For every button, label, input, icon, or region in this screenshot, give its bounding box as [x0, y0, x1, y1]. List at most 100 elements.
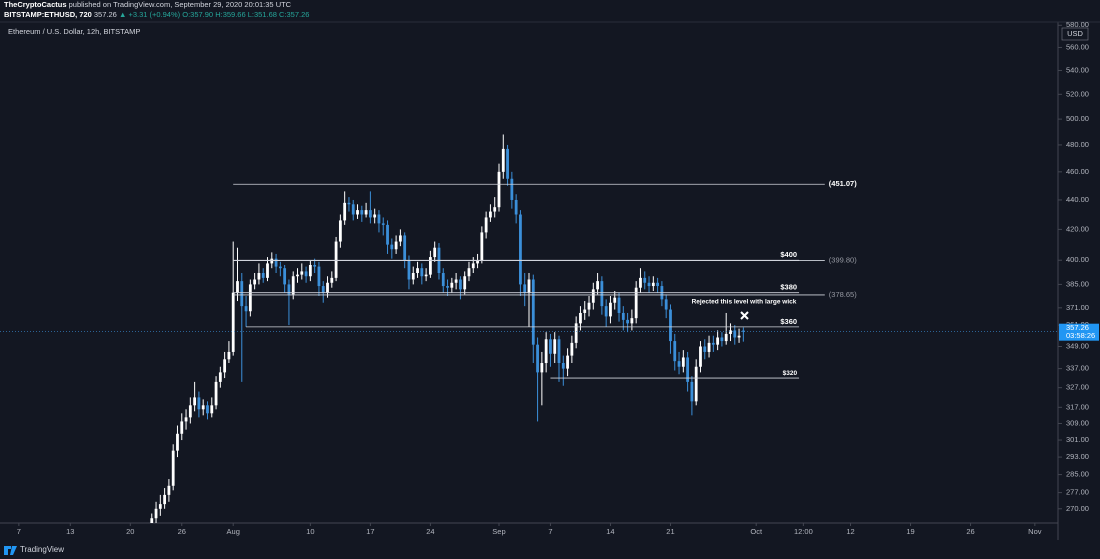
- candle-body: [686, 357, 690, 382]
- candle-body: [244, 306, 248, 312]
- candle-body: [497, 171, 501, 208]
- x-tick-label: 12: [846, 527, 854, 536]
- y-tick-label: 349.00: [1066, 341, 1089, 350]
- published: published on TradingView.com, September …: [67, 0, 292, 9]
- candle-body: [609, 302, 612, 317]
- candle-body: [480, 232, 484, 261]
- y-tick-label: 500.00: [1066, 114, 1089, 123]
- candle-body: [454, 279, 458, 283]
- candle-body: [223, 359, 227, 373]
- candle-body: [733, 330, 737, 338]
- candle-body: [741, 330, 745, 332]
- candle-body: [643, 277, 647, 283]
- candle-body: [471, 263, 475, 269]
- candle-body: [411, 273, 415, 280]
- candle-body: [441, 273, 445, 287]
- candle-body: [351, 204, 355, 215]
- candle-body: [416, 268, 419, 274]
- candle-body: [266, 263, 269, 278]
- candle-body: [304, 271, 308, 277]
- y-tick-label: 460.00: [1066, 167, 1089, 176]
- y-tick-label: 371.00: [1066, 303, 1089, 312]
- candle-body: [171, 450, 175, 486]
- candle-body: [467, 268, 471, 277]
- candle-body: [206, 405, 209, 414]
- candle-body: [720, 337, 724, 342]
- candle-body: [677, 361, 681, 367]
- candle-body: [278, 266, 282, 269]
- x-tick-label: 19: [906, 527, 914, 536]
- candle-body: [476, 260, 479, 264]
- x-tick-label: 20: [126, 527, 134, 536]
- candle-body: [390, 244, 394, 250]
- candle-body: [681, 357, 685, 367]
- candle-body: [214, 381, 218, 406]
- candle-body: [600, 281, 604, 307]
- candle-body: [300, 271, 304, 275]
- y-tick-label: 285.00: [1066, 470, 1089, 479]
- y-tick-label: 540.00: [1066, 65, 1089, 74]
- candle-body: [570, 342, 574, 356]
- x-tick-label: 26: [966, 527, 974, 536]
- x-tick-label: Oct: [750, 527, 763, 536]
- candle-body: [326, 282, 329, 293]
- candle-body: [291, 276, 295, 295]
- candle-body: [651, 282, 655, 287]
- candle-body: [463, 276, 467, 290]
- level-label: (378.65): [829, 290, 857, 299]
- y-tick-label: 580.00: [1066, 20, 1089, 29]
- x-tick-label: 10: [306, 527, 314, 536]
- x-tick-label: Nov: [1028, 527, 1042, 536]
- candle-body: [549, 339, 552, 354]
- candle-body: [591, 289, 595, 303]
- unit-box: [1061, 27, 1089, 41]
- candle-body: [334, 241, 338, 278]
- candle-body: [360, 210, 364, 215]
- x-marker: [740, 311, 749, 320]
- candle-body: [489, 211, 492, 218]
- y-tick-label: 560.00: [1066, 42, 1089, 51]
- candle-body: [647, 282, 651, 287]
- x-tick-label: 7: [548, 527, 552, 536]
- y-tick-label: 480.00: [1066, 140, 1089, 149]
- candle-body: [257, 273, 261, 280]
- candle-body: [729, 330, 732, 334]
- y-tick-label: 317.00: [1066, 402, 1089, 411]
- candle-body: [669, 309, 672, 342]
- candle-body: [403, 235, 407, 261]
- candle-body: [596, 281, 599, 290]
- plot: [0, 134, 1058, 523]
- x-tick-label: Aug: [227, 527, 240, 536]
- x-tick-label: 26: [178, 527, 186, 536]
- unit-label: USD: [1067, 29, 1083, 38]
- price-box-label: 357.26: [1066, 323, 1089, 332]
- author: TheCryptoCactus: [4, 0, 67, 9]
- candle-body: [176, 433, 179, 451]
- candle-body: [459, 279, 462, 290]
- candle-body: [506, 148, 509, 179]
- candle-body: [446, 286, 449, 288]
- candle-body: [253, 279, 257, 285]
- candle-body: [519, 214, 522, 285]
- level-label: (399.80): [829, 256, 857, 265]
- candle-body: [270, 258, 274, 264]
- candle-body: [493, 207, 497, 212]
- candle-body: [150, 518, 154, 523]
- candle-body: [574, 323, 578, 343]
- candle-body: [407, 260, 411, 280]
- y-tick-label: 309.00: [1066, 418, 1089, 427]
- candle-body: [236, 281, 239, 293]
- candle-body: [180, 421, 184, 434]
- candle-body: [231, 292, 235, 352]
- candle-body: [527, 279, 531, 293]
- candle-body: [711, 342, 715, 345]
- candle-body: [193, 397, 197, 406]
- candle-body: [690, 381, 694, 402]
- candle-body: [167, 485, 171, 495]
- level-label: $380: [780, 283, 797, 292]
- candle-body: [420, 268, 424, 277]
- candle-body: [694, 366, 698, 402]
- candle-body: [240, 281, 244, 307]
